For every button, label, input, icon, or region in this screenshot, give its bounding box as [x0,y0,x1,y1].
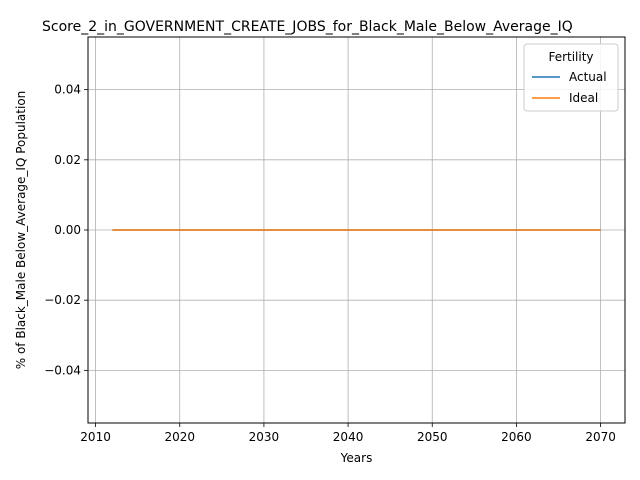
y-tick-label: −0.02 [44,293,81,307]
y-tick-label: 0.02 [54,153,81,167]
x-tick-label: 2020 [164,430,195,444]
x-tick-label: 2040 [333,430,364,444]
x-tick-label: 2010 [80,430,111,444]
legend-box [523,43,619,112]
x-tick-label: 2060 [501,430,532,444]
x-tick-label: 2070 [585,430,616,444]
y-axis-label: % of Black_Male Below_Average_IQ Populat… [14,91,28,370]
x-tick-label: 2030 [249,430,280,444]
y-tick-label: 0.04 [54,83,81,97]
chart-title: Score_2_in_GOVERNMENT_CREATE_JOBS_for_Bl… [42,19,573,35]
legend-label-ideal: Ideal [569,91,598,105]
x-tick-label: 2050 [417,430,448,444]
legend-title: Fertility [548,50,593,64]
x-axis-label: Years [340,451,373,465]
legend-label-actual: Actual [569,70,607,84]
legend: Fertility Actual Ideal [523,43,619,112]
y-tick-label: 0.00 [54,223,81,237]
y-tick-label: −0.04 [44,363,81,377]
axis-ticks: 2010 2020 2030 2040 2050 2060 2070 −0.04 −0.02 0.… [44,83,616,444]
